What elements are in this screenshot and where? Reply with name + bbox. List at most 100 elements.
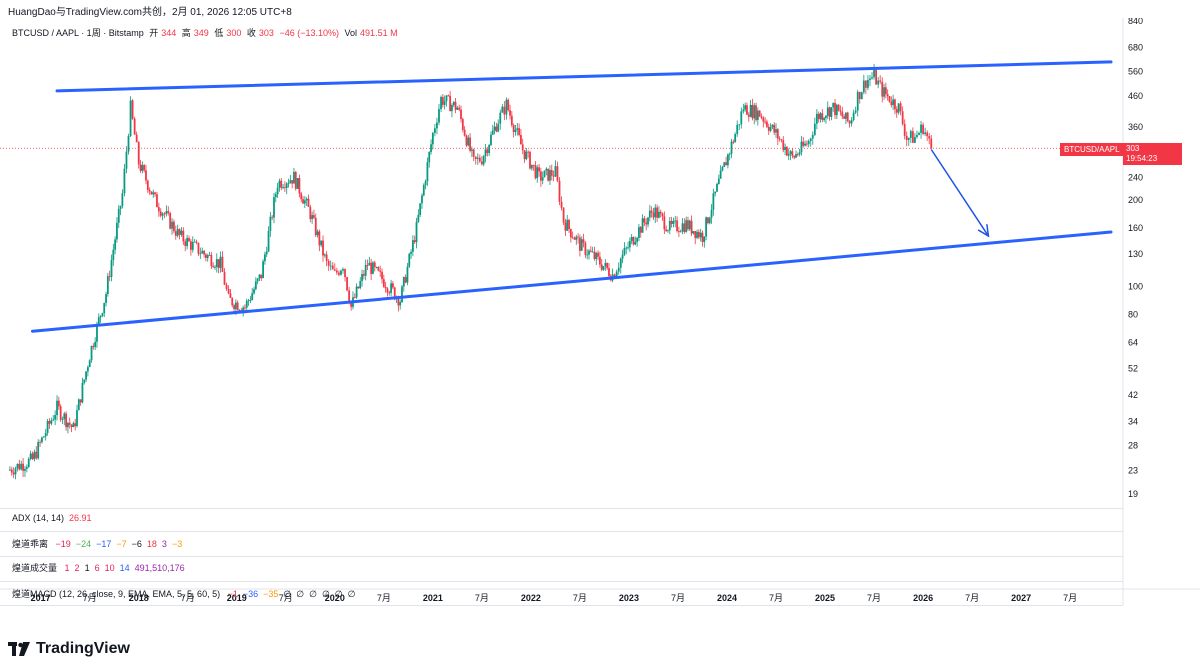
candle-body: [641, 218, 644, 233]
candle-body: [796, 154, 799, 155]
low-label: 低: [214, 28, 224, 38]
candle-body: [747, 114, 750, 117]
candle-body: [52, 419, 55, 421]
candle-body: [627, 247, 629, 249]
candle-body: [212, 266, 215, 268]
candle-body: [67, 422, 69, 428]
macd-label: 煌道MACD (12, 26, close, 9, EMA, EMA, 5, 5…: [12, 589, 221, 599]
candle-body: [558, 180, 561, 202]
candle-body: [683, 223, 686, 232]
candle-body: [909, 131, 912, 138]
candle-body: [650, 210, 653, 213]
candle-body: [245, 300, 248, 308]
y-tick-label: 240: [1128, 172, 1143, 182]
candle-body: [127, 136, 130, 152]
symbol-name[interactable]: BTCUSD / AAPL · 1周 · Bitstamp: [12, 28, 144, 38]
candle-body: [663, 216, 666, 230]
candle-body: [265, 251, 268, 255]
candle-body: [736, 124, 739, 135]
candle-body: [692, 231, 695, 234]
x-tick-label: 2021: [423, 593, 443, 603]
adx-indicator[interactable]: ADX (14, 14) 26.91: [12, 513, 97, 523]
y-tick-label: 19: [1128, 489, 1138, 499]
candle-body: [449, 95, 452, 112]
candle-body: [780, 139, 783, 141]
candle-body: [97, 317, 100, 324]
candle-body: [685, 220, 688, 232]
candle-body: [65, 413, 68, 428]
candle-body: [582, 239, 585, 243]
candle-body: [364, 265, 367, 276]
candle-body: [860, 92, 863, 100]
candle-body: [90, 346, 93, 361]
candle-body: [72, 423, 75, 428]
candle-body: [96, 323, 98, 342]
candle-body: [219, 256, 222, 268]
candle-body: [325, 254, 328, 261]
candle-body: [20, 463, 23, 470]
candle-body: [313, 215, 315, 218]
candle-body: [562, 207, 565, 223]
close-value: 303: [258, 28, 274, 38]
candle-body: [404, 277, 407, 283]
candle-body: [854, 110, 857, 113]
candle-body: [289, 180, 292, 184]
candle-body: [18, 463, 21, 470]
candle-body: [575, 236, 578, 240]
candle-body: [625, 247, 628, 249]
candle-body: [687, 220, 689, 230]
candle-body: [178, 229, 181, 235]
candle-body: [12, 472, 15, 475]
candle-body: [294, 171, 297, 189]
candle-body: [452, 101, 455, 106]
candle-body: [422, 185, 425, 196]
x-tick-label: 7月: [83, 593, 97, 603]
candle-body: [694, 231, 697, 238]
candle-body: [114, 239, 117, 250]
candle-body: [606, 262, 609, 269]
candle-body: [784, 147, 786, 150]
candle-body: [44, 433, 47, 437]
upper-trendline[interactable]: [55, 60, 1113, 93]
candle-body: [282, 187, 284, 189]
lower-trendline[interactable]: [31, 230, 1113, 333]
candle-body: [165, 211, 168, 215]
price-chart[interactable]: 1923283442526480100130160200240300360460…: [0, 18, 1200, 633]
x-tick-label: 2025: [815, 593, 835, 603]
candle-body: [538, 167, 540, 172]
forecast-arrow[interactable]: [930, 149, 990, 237]
candle-body: [679, 231, 682, 233]
tradingview-logo[interactable]: TradingView: [8, 640, 130, 658]
pane-separator: [0, 581, 1123, 582]
candle-body: [123, 168, 126, 194]
candle-body: [353, 297, 356, 299]
candle-body: [755, 105, 757, 120]
volume-indicator[interactable]: 煌道成交量 1 2 1 6 10 14 491,510,176: [12, 561, 190, 574]
candle-body: [717, 178, 720, 184]
candle-body: [744, 105, 747, 110]
candle-body: [864, 80, 867, 88]
candle-body: [361, 274, 363, 282]
brand-name: TradingView: [36, 640, 130, 657]
y-tick-label: 28: [1128, 441, 1138, 451]
candle-body: [659, 211, 662, 214]
candle-body: [79, 399, 82, 403]
candle-body: [171, 221, 173, 229]
candle-body: [129, 100, 132, 137]
candle-body: [591, 251, 594, 253]
candle-body: [86, 367, 89, 372]
deviation-indicator[interactable]: 煌道乖离 −19 −24 −17 −7 −6 18 3 −3: [12, 537, 187, 550]
candle-body: [907, 137, 910, 140]
candle-body: [262, 261, 264, 279]
candle-body: [568, 219, 570, 230]
candle-body: [413, 240, 416, 243]
candle-body: [31, 453, 34, 460]
candle-body: [101, 313, 104, 316]
candle-body: [206, 255, 209, 258]
macd-indicator[interactable]: 煌道MACD (12, 26, close, 9, EMA, EMA, 5, 5…: [12, 587, 360, 600]
candle-body: [920, 124, 922, 133]
candle-body: [819, 113, 822, 120]
candle-body: [716, 183, 718, 192]
candle-body: [307, 198, 310, 207]
y-tick-label: 840: [1128, 18, 1143, 26]
